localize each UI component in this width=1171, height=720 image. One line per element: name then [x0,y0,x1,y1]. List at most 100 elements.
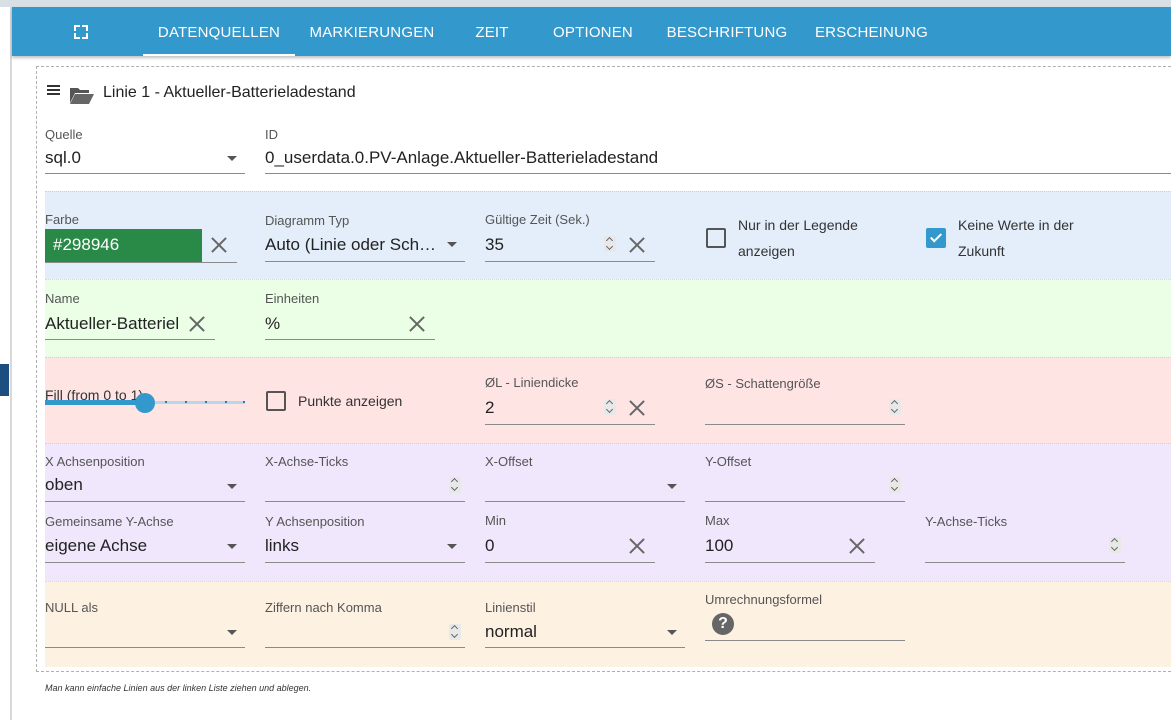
fill-slider-fill [45,400,145,405]
max-input[interactable]: 100 [705,536,734,555]
chevron-down-icon[interactable] [227,484,237,489]
y-achse-ticks-label: Y-Achse-Ticks [925,514,1008,529]
liniendicke-label: ØL - Liniendicke [485,375,579,390]
left-divider [10,7,12,720]
id-field[interactable]: 0_userdata.0.PV-Anlage.Aktueller-Batteri… [265,148,659,167]
slider-tick [205,401,207,403]
band-general [45,191,1171,279]
name-input[interactable]: Aktueller-Batteriel [45,314,180,333]
nur-legende-checkbox[interactable] [706,228,726,248]
close-icon[interactable] [628,236,646,254]
schatten-label: ØS - Schattengröße [705,376,821,391]
close-icon[interactable] [408,315,426,333]
close-icon[interactable] [210,236,228,254]
spinner-icon[interactable] [449,477,461,493]
spinner-icon[interactable] [604,236,616,252]
gueltige-zeit-label: Gültige Zeit (Sek.) [485,212,590,227]
y-achsenposition-underline [265,562,465,563]
menu-icon[interactable] [47,85,60,95]
x-achsenposition-select[interactable]: oben [45,475,83,494]
diagramm-typ-label: Diagramm Typ [265,213,350,228]
farbe-underline [45,262,237,263]
chevron-down-icon[interactable] [667,484,677,489]
keine-werte-label-1: Keine Werte in der [958,217,1074,233]
tab-zeit[interactable]: ZEIT [475,24,509,41]
color-swatch[interactable] [45,229,202,262]
umrechnung-label: Umrechnungsformel [705,592,823,607]
active-tab-indicator [143,54,295,56]
drag-hint: Man kann einfache Linien aus der linken … [45,683,312,693]
chevron-down-icon[interactable] [667,630,677,635]
y-achsenposition-label: Y Achsenposition [265,514,365,529]
fill-slider-thumb[interactable] [135,393,155,413]
keine-werte-checkbox[interactable] [926,228,946,248]
x-achse-ticks-underline [265,501,465,502]
spinner-icon[interactable] [604,399,616,415]
spinner-icon[interactable] [449,624,461,640]
tab-erscheinung[interactable]: ERSCHEINUNG [814,24,929,41]
linienstil-underline [485,647,685,648]
tab-bar: DATENQUELLEN MARKIERUNGEN ZEIT OPTIONEN … [12,7,1171,56]
umrechnung-underline [705,640,905,641]
einheiten-underline [265,339,435,340]
band-format [45,581,1171,667]
min-underline [485,562,655,563]
gemeinsame-y-select[interactable]: eigene Achse [45,536,148,555]
tab-datenquellen[interactable]: DATENQUELLEN [157,24,281,41]
linienstil-select[interactable]: normal [485,622,537,641]
chevron-down-icon[interactable] [227,544,237,549]
chevron-down-icon[interactable] [227,630,237,635]
quelle-underline [45,173,245,174]
y-achse-ticks-underline [925,562,1125,563]
spinner-icon[interactable] [1109,537,1121,553]
min-label: Min [485,513,506,528]
chevron-down-icon[interactable] [447,544,457,549]
chevron-down-icon[interactable] [447,242,457,247]
help-icon[interactable]: ? [712,613,734,635]
id-underline [265,173,1171,174]
x-achsenposition-underline [45,501,245,502]
diagramm-typ-underline [265,261,465,262]
x-offset-underline [485,501,685,502]
gueltige-zeit-input[interactable]: 35 [485,235,504,254]
x-achsenposition-label: X Achsenposition [45,454,145,469]
fullscreen-icon[interactable] [74,25,88,39]
close-icon[interactable] [628,399,646,417]
slider-tick [243,401,245,403]
folder-open-icon[interactable] [69,85,95,105]
tab-optionen[interactable]: OPTIONEN [553,24,633,41]
tab-markierungen[interactable]: MARKIERUNGEN [309,24,435,41]
spinner-icon[interactable] [889,399,901,415]
y-offset-label: Y-Offset [705,454,752,469]
null-als-underline [45,647,245,648]
min-input[interactable]: 0 [485,536,495,555]
close-icon[interactable] [188,315,206,333]
quelle-select[interactable]: sql.0 [45,148,81,167]
liniendicke-input[interactable]: 2 [485,398,495,417]
id-label: ID [265,127,278,142]
farbe-field[interactable]: #298946 [53,235,120,254]
punkte-label: Punkte anzeigen [298,393,403,409]
name-label: Name [45,291,80,306]
punkte-checkbox[interactable] [266,391,286,411]
spinner-icon[interactable] [889,477,901,493]
fill-label: Fill (from 0 to 1) [45,387,144,403]
tab-beschriftung[interactable]: BESCHRIFTUNG [666,24,788,41]
chevron-down-icon[interactable] [227,156,237,161]
slider-tick [165,401,167,403]
gemeinsame-y-underline [45,562,245,563]
diagramm-typ-select[interactable]: Auto (Linie oder Sch… [265,235,437,254]
linienstil-label: Linienstil [485,600,536,615]
max-underline [705,562,875,563]
window-top-strip [0,0,1171,7]
einheiten-input[interactable]: % [265,314,281,333]
close-icon[interactable] [628,537,646,555]
band-name [45,279,1171,357]
line-card [36,66,1171,672]
null-als-label: NULL als [45,600,98,615]
line-title: Linie 1 - Aktueller-Batterieladestand [103,84,356,101]
name-underline [45,339,215,340]
y-achsenposition-select[interactable]: links [265,536,300,555]
close-icon[interactable] [848,537,866,555]
y-offset-underline [705,501,905,502]
